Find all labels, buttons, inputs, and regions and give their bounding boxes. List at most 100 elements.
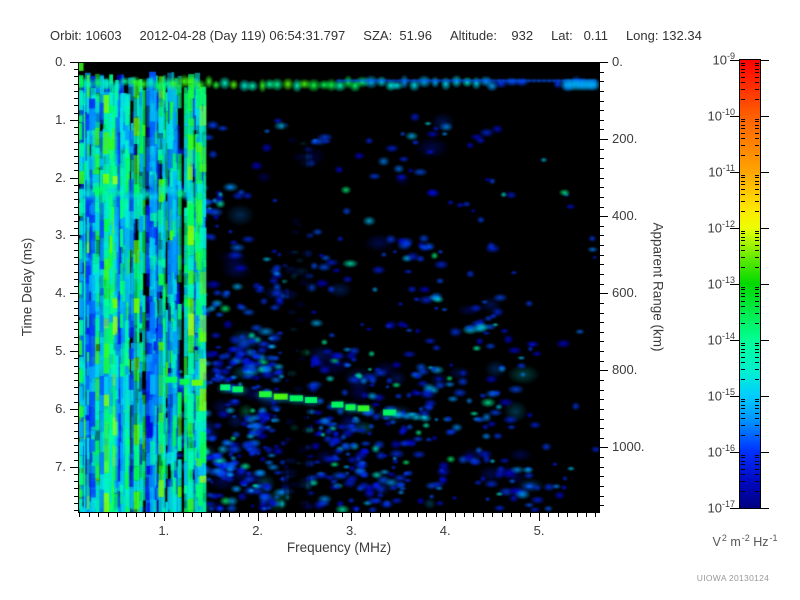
y-left-tick: [74, 416, 78, 418]
colorbar-major-tick: [730, 60, 740, 61]
colorbar-minor-tick: [755, 89, 759, 91]
y-right-tick: [600, 71, 604, 73]
colorbar-tick-label: 10-12: [707, 219, 735, 236]
x-tick: [154, 513, 156, 517]
colorbar-minor-tick: [741, 188, 745, 190]
colorbar-minor-tick: [741, 89, 745, 91]
y-right-tick: [600, 177, 604, 179]
colorbar-minor-tick: [755, 211, 759, 213]
colorbar-major-tick: [730, 452, 740, 453]
colorbar-minor-tick: [755, 289, 759, 291]
y-axis-label-right: Apparent Range (km): [650, 222, 666, 352]
y-right-tick: [600, 322, 604, 324]
y-left-tick: [74, 228, 78, 230]
colorbar-minor-tick: [755, 62, 759, 64]
colorbar-minor-tick: [755, 425, 759, 427]
colorbar-minor-tick: [741, 345, 745, 347]
colorbar-major-tick: [761, 452, 769, 453]
x-tick: [351, 513, 353, 521]
colorbar-minor-tick: [755, 188, 759, 190]
colorbar-minor-tick: [741, 82, 745, 84]
colorbar-minor-tick: [741, 230, 745, 232]
colorbar-minor-tick: [741, 342, 745, 344]
colorbar-minor-tick: [755, 65, 759, 67]
y-right-tick: [600, 341, 604, 343]
y-right-tick: [600, 351, 604, 353]
x-tick-label: 1.: [158, 523, 170, 538]
colorbar-minor-tick: [741, 425, 745, 427]
colorbar-minor-tick: [741, 184, 745, 186]
colorbar-minor-tick: [755, 250, 759, 252]
colorbar-minor-tick: [741, 398, 745, 400]
y-right-tick: [600, 486, 604, 488]
x-tick: [407, 513, 409, 517]
y-left-tick: [70, 408, 78, 410]
x-tick: [276, 513, 278, 517]
colorbar-minor-tick: [741, 481, 745, 483]
y-left-tick: [74, 192, 78, 194]
colorbar-minor-tick: [755, 267, 759, 269]
colorbar-minor-tick: [741, 250, 745, 252]
x-tick: [98, 513, 100, 517]
y-right-tick: [600, 399, 604, 401]
colorbar-minor-tick: [755, 121, 759, 123]
y-left-tick: [74, 473, 78, 475]
x-tick: [210, 513, 212, 517]
header-field: Long: 132.34: [625, 28, 702, 43]
y-right-tick: [600, 389, 604, 391]
x-tick: [454, 513, 456, 517]
colorbar-major-tick: [761, 508, 769, 509]
y-right-tick: [600, 495, 604, 497]
header-field: 2012-04-28 (Day 119) 06:54:31.797: [139, 28, 346, 43]
colorbar-minor-tick: [755, 145, 759, 147]
colorbar-minor-tick: [741, 240, 745, 242]
colorbar-minor-tick: [741, 121, 745, 123]
colorbar-minor-tick: [755, 306, 759, 308]
y-right-tick: [600, 100, 604, 102]
colorbar-minor-tick: [755, 404, 759, 406]
x-tick: [304, 513, 306, 517]
colorbar-tick-label: 10-11: [708, 163, 735, 180]
x-tick-label: 3.: [346, 523, 357, 538]
colorbar-minor-tick: [741, 236, 745, 238]
y-left-tick: [74, 221, 78, 222]
colorbar-minor-tick: [755, 82, 759, 84]
x-tick: [88, 513, 90, 517]
colorbar-minor-tick: [755, 398, 759, 400]
y-left-tick: [74, 481, 78, 483]
y-left-tick: [74, 170, 78, 172]
colorbar-minor-tick: [755, 132, 759, 134]
x-tick: [482, 513, 484, 517]
colorbar-minor-tick: [741, 286, 745, 288]
colorbar-minor-tick: [755, 481, 759, 483]
colorbar-minor-tick: [741, 155, 745, 157]
x-tick: [529, 513, 531, 517]
x-tick-label: 4.: [439, 523, 451, 538]
colorbar-minor-tick: [755, 72, 759, 74]
y-left-tick: [74, 76, 78, 78]
y-left-tick: [74, 286, 78, 288]
colorbar-minor-tick: [741, 454, 745, 456]
y-right-tick: [600, 196, 604, 198]
x-tick: [135, 513, 137, 517]
colorbar-minor-tick: [741, 356, 745, 358]
y-right-tick: [600, 139, 608, 141]
colorbar-units: V2 m-2 Hz-1: [712, 533, 778, 550]
x-tick: [426, 513, 428, 517]
colorbar-minor-tick: [741, 491, 745, 493]
y-right-tick: [600, 312, 604, 314]
y-left-tick: [74, 488, 78, 490]
x-tick: [576, 513, 578, 517]
colorbar-minor-tick: [741, 99, 745, 101]
y-right-tick: [600, 62, 608, 63]
colorbar-minor-tick: [741, 194, 745, 196]
colorbar-minor-tick: [755, 174, 759, 176]
y-left-tick: [74, 387, 78, 389]
colorbar-major-tick: [761, 228, 769, 229]
x-tick: [370, 513, 372, 517]
colorbar-minor-tick: [741, 180, 745, 182]
colorbar-major-tick: [730, 116, 740, 117]
colorbar-minor-tick: [741, 300, 745, 302]
x-tick: [238, 513, 240, 517]
colorbar-minor-tick: [741, 306, 745, 308]
